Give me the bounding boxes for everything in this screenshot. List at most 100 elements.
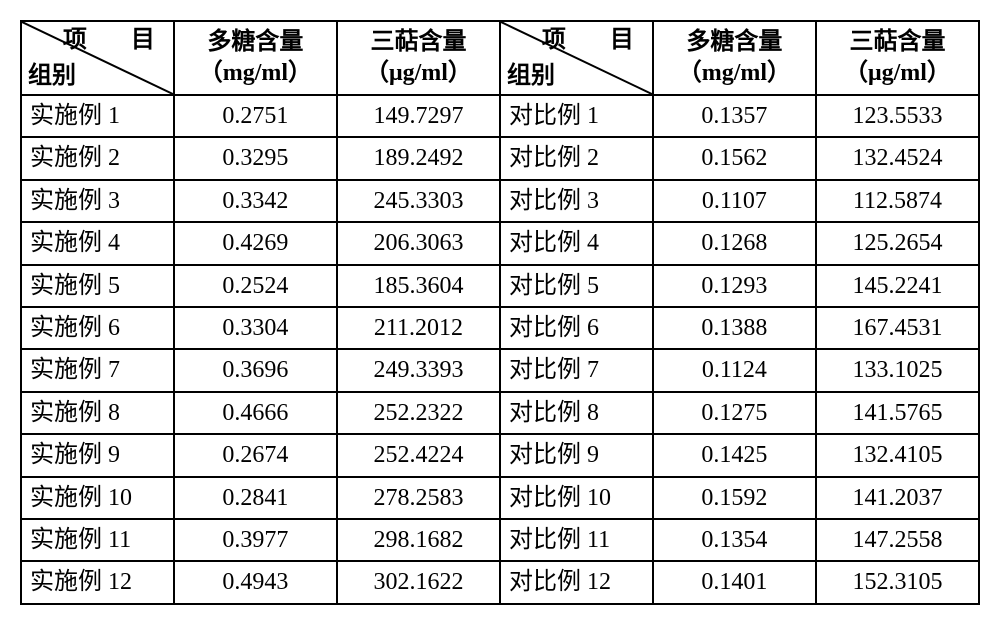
header-row: 项 目 组别 多糖含量 （mg/ml） 三萜含量 （μg/ml） 项 目 组别 … (21, 21, 979, 95)
table-row: 实施例 10.2751149.7297对比例 10.1357123.5533 (21, 95, 979, 137)
cell-group-left: 实施例 3 (21, 180, 174, 222)
table-row: 实施例 40.4269206.3063对比例 40.1268125.2654 (21, 222, 979, 264)
cell-poly-left: 0.4943 (174, 561, 337, 603)
header-diag-left: 项 目 组别 (21, 21, 174, 95)
cell-group-right: 对比例 2 (500, 137, 653, 179)
table-row: 实施例 100.2841278.2583对比例 100.1592141.2037 (21, 477, 979, 519)
cell-tri-right: 125.2654 (816, 222, 979, 264)
cell-poly-right: 0.1268 (653, 222, 816, 264)
cell-poly-right: 0.1401 (653, 561, 816, 603)
table-row: 实施例 90.2674252.4224对比例 90.1425132.4105 (21, 434, 979, 476)
cell-tri-left: 206.3063 (337, 222, 500, 264)
cell-tri-right: 147.2558 (816, 519, 979, 561)
table-row: 实施例 120.4943302.1622对比例 120.1401152.3105 (21, 561, 979, 603)
cell-group-left: 实施例 2 (21, 137, 174, 179)
cell-tri-right: 141.2037 (816, 477, 979, 519)
header-tri-right: 三萜含量 （μg/ml） (816, 21, 979, 95)
cell-tri-right: 152.3105 (816, 561, 979, 603)
header-poly-l2: （mg/ml） (199, 60, 312, 86)
cell-tri-left: 249.3393 (337, 349, 500, 391)
header-diag-bottom: 组别 (507, 60, 555, 92)
header-poly-l2: （mg/ml） (678, 60, 791, 86)
table-row: 实施例 70.3696249.3393对比例 70.1124133.1025 (21, 349, 979, 391)
cell-group-left: 实施例 7 (21, 349, 174, 391)
cell-tri-left: 298.1682 (337, 519, 500, 561)
header-tri-l1: 三萜含量 (370, 29, 466, 55)
cell-poly-left: 0.2751 (174, 95, 337, 137)
header-diag-right: 项 目 组别 (500, 21, 653, 95)
cell-group-left: 实施例 1 (21, 95, 174, 137)
header-tri-l2: （μg/ml） (844, 60, 951, 86)
cell-group-left: 实施例 9 (21, 434, 174, 476)
cell-tri-left: 252.2322 (337, 392, 500, 434)
cell-poly-left: 0.3977 (174, 519, 337, 561)
table-row: 实施例 110.3977298.1682对比例 110.1354147.2558 (21, 519, 979, 561)
cell-group-right: 对比例 12 (500, 561, 653, 603)
header-diag-top: 项 目 (542, 24, 644, 56)
table-row: 实施例 20.3295189.2492对比例 20.1562132.4524 (21, 137, 979, 179)
cell-poly-right: 0.1425 (653, 434, 816, 476)
header-poly-right: 多糖含量 （mg/ml） (653, 21, 816, 95)
table-header: 项 目 组别 多糖含量 （mg/ml） 三萜含量 （μg/ml） 项 目 组别 … (21, 21, 979, 95)
cell-poly-left: 0.4269 (174, 222, 337, 264)
cell-poly-right: 0.1388 (653, 307, 816, 349)
cell-group-right: 对比例 5 (500, 265, 653, 307)
cell-tri-right: 132.4105 (816, 434, 979, 476)
cell-poly-right: 0.1562 (653, 137, 816, 179)
cell-tri-left: 211.2012 (337, 307, 500, 349)
cell-poly-right: 0.1124 (653, 349, 816, 391)
cell-group-right: 对比例 3 (500, 180, 653, 222)
header-poly-left: 多糖含量 （mg/ml） (174, 21, 337, 95)
cell-group-right: 对比例 7 (500, 349, 653, 391)
cell-tri-left: 185.3604 (337, 265, 500, 307)
cell-group-left: 实施例 10 (21, 477, 174, 519)
cell-poly-right: 0.1357 (653, 95, 816, 137)
cell-tri-right: 145.2241 (816, 265, 979, 307)
cell-group-left: 实施例 5 (21, 265, 174, 307)
cell-poly-left: 0.2674 (174, 434, 337, 476)
cell-poly-right: 0.1354 (653, 519, 816, 561)
cell-group-right: 对比例 1 (500, 95, 653, 137)
header-tri-left: 三萜含量 （μg/ml） (337, 21, 500, 95)
cell-poly-right: 0.1107 (653, 180, 816, 222)
cell-tri-left: 189.2492 (337, 137, 500, 179)
cell-group-left: 实施例 11 (21, 519, 174, 561)
table-row: 实施例 30.3342245.3303对比例 30.1107112.5874 (21, 180, 979, 222)
cell-poly-right: 0.1275 (653, 392, 816, 434)
cell-tri-left: 302.1622 (337, 561, 500, 603)
cell-tri-right: 132.4524 (816, 137, 979, 179)
header-tri-l2: （μg/ml） (365, 60, 472, 86)
cell-poly-left: 0.4666 (174, 392, 337, 434)
cell-tri-right: 167.4531 (816, 307, 979, 349)
cell-tri-right: 123.5533 (816, 95, 979, 137)
header-tri-l1: 三萜含量 (849, 29, 945, 55)
cell-poly-left: 0.3342 (174, 180, 337, 222)
cell-tri-left: 278.2583 (337, 477, 500, 519)
cell-group-left: 实施例 8 (21, 392, 174, 434)
cell-tri-right: 141.5765 (816, 392, 979, 434)
cell-group-left: 实施例 4 (21, 222, 174, 264)
cell-group-right: 对比例 10 (500, 477, 653, 519)
cell-poly-right: 0.1592 (653, 477, 816, 519)
cell-tri-left: 149.7297 (337, 95, 500, 137)
cell-tri-right: 112.5874 (816, 180, 979, 222)
data-table: 项 目 组别 多糖含量 （mg/ml） 三萜含量 （μg/ml） 项 目 组别 … (20, 20, 980, 605)
cell-poly-left: 0.2841 (174, 477, 337, 519)
header-poly-l1: 多糖含量 (686, 29, 782, 55)
cell-group-right: 对比例 9 (500, 434, 653, 476)
header-poly-l1: 多糖含量 (207, 29, 303, 55)
cell-poly-right: 0.1293 (653, 265, 816, 307)
cell-poly-left: 0.2524 (174, 265, 337, 307)
table-body: 实施例 10.2751149.7297对比例 10.1357123.5533实施… (21, 95, 979, 604)
table-row: 实施例 50.2524185.3604对比例 50.1293145.2241 (21, 265, 979, 307)
cell-group-right: 对比例 6 (500, 307, 653, 349)
table-row: 实施例 80.4666252.2322对比例 80.1275141.5765 (21, 392, 979, 434)
cell-group-left: 实施例 12 (21, 561, 174, 603)
cell-group-left: 实施例 6 (21, 307, 174, 349)
header-diag-bottom: 组别 (28, 60, 76, 92)
table-row: 实施例 60.3304211.2012对比例 60.1388167.4531 (21, 307, 979, 349)
header-diag-top: 项 目 (63, 24, 165, 56)
cell-group-right: 对比例 4 (500, 222, 653, 264)
cell-group-right: 对比例 8 (500, 392, 653, 434)
cell-tri-left: 252.4224 (337, 434, 500, 476)
